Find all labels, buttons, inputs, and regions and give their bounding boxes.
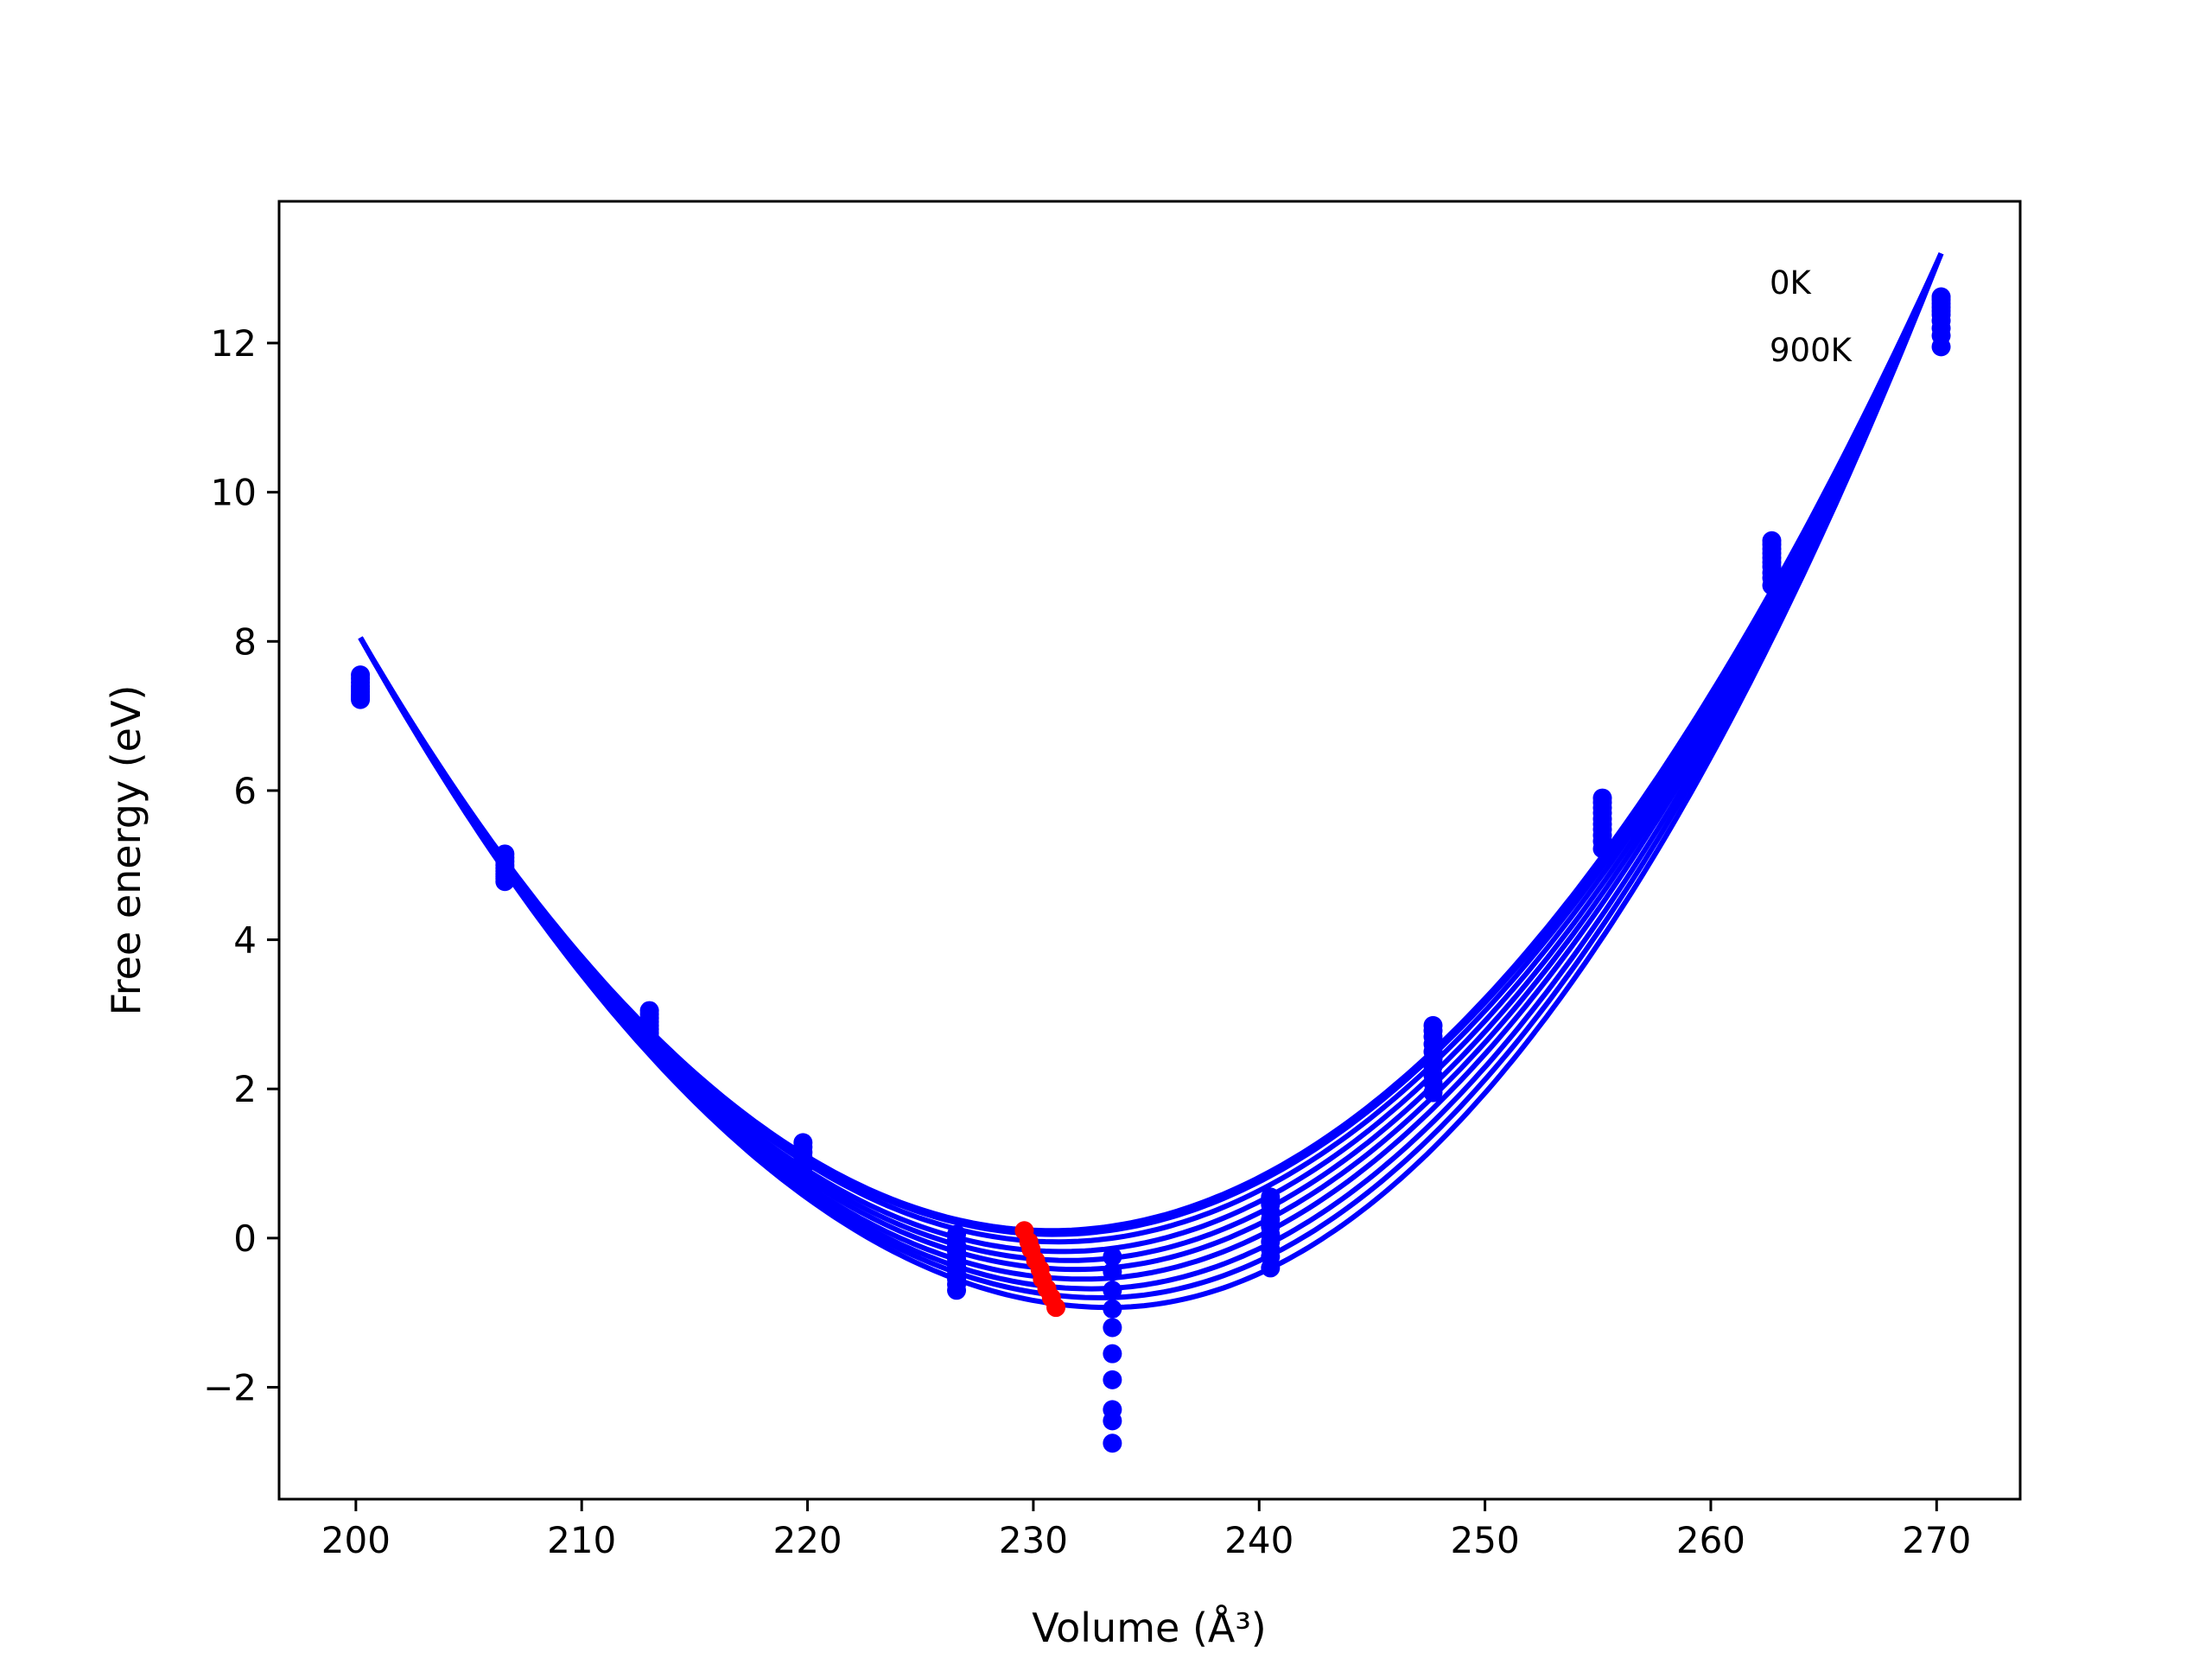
data-point [1762, 575, 1782, 595]
fit-curves [358, 252, 1944, 1311]
y-tick-label: 2 [233, 1068, 257, 1110]
data-points [351, 287, 1951, 1453]
y-tick-label: 0 [233, 1217, 257, 1260]
x-tick-label: 260 [1676, 1519, 1745, 1561]
y-axis-label: Free energy (eV) [103, 685, 149, 1016]
minima-points [1014, 1221, 1066, 1318]
annotation-0k: 0K [1770, 264, 1813, 302]
x-tick-label: 240 [1224, 1519, 1294, 1561]
y-tick-label: 10 [211, 472, 257, 514]
data-point [1103, 1262, 1122, 1281]
data-point [1103, 1433, 1122, 1453]
data-point [1103, 1247, 1122, 1267]
plot-frame [277, 200, 2022, 1501]
x-axis-label: Volume (Å³) [1032, 1605, 1267, 1651]
y-tick-label: −2 [203, 1367, 257, 1409]
data-point [1103, 1411, 1122, 1431]
data-point [1931, 337, 1951, 357]
data-point [947, 1281, 967, 1300]
data-point [1103, 1281, 1122, 1300]
data-point [793, 1176, 813, 1196]
fit-curve [358, 252, 1944, 1245]
data-point [1261, 1258, 1281, 1278]
data-point [495, 872, 515, 892]
data-point [1423, 1083, 1443, 1103]
x-tick-label: 270 [1902, 1519, 1971, 1561]
y-axis-ticks: −2 0 2 4 6 8 10 12 [203, 322, 279, 1409]
y-tick-label: 6 [233, 770, 257, 812]
y-tick-label: 12 [211, 322, 257, 365]
data-point [1103, 1344, 1122, 1363]
data-point [639, 1033, 659, 1052]
x-tick-label: 200 [321, 1519, 391, 1561]
annotation-900k: 900K [1770, 332, 1853, 369]
fit-curve [358, 252, 1944, 1311]
data-point [1103, 1370, 1122, 1389]
data-point [1592, 839, 1612, 859]
x-tick-label: 210 [547, 1519, 616, 1561]
x-tick-label: 220 [772, 1519, 842, 1561]
x-tick-label: 250 [1451, 1519, 1520, 1561]
x-axis-ticks: 200 210 220 230 240 250 260 270 [321, 1499, 1971, 1561]
data-point [1103, 1318, 1122, 1338]
minimum-point [1046, 1298, 1066, 1318]
y-tick-label: 4 [233, 919, 257, 962]
x-tick-label: 230 [999, 1519, 1068, 1561]
y-tick-label: 8 [233, 620, 257, 663]
data-point [351, 690, 371, 709]
data-point [1103, 1299, 1122, 1319]
